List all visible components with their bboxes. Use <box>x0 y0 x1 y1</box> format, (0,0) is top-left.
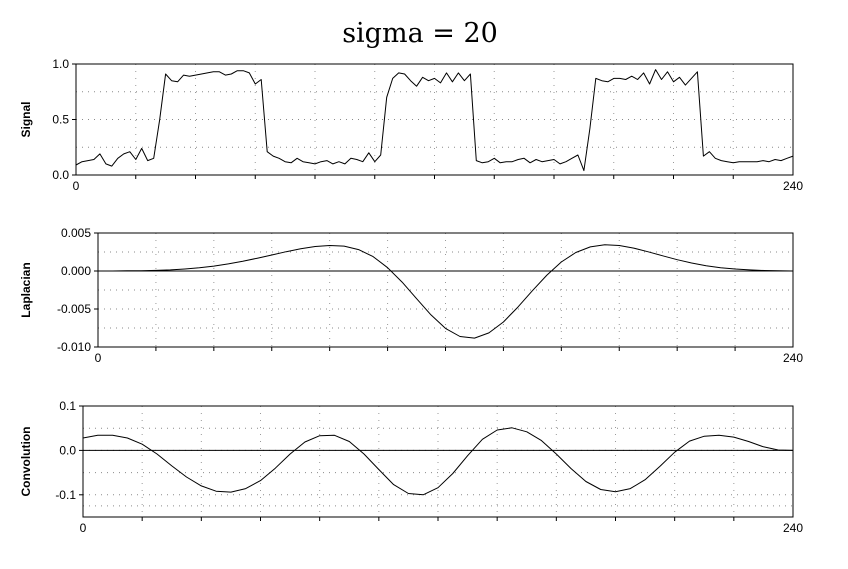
y-tick-label: 0.0 <box>59 443 76 457</box>
panel-convolution: 0.1 0.0 -0.1 0 240 Convolution <box>19 399 803 535</box>
y-axis-label: Laplacian <box>19 262 33 317</box>
y-axis-label: Convolution <box>19 427 33 497</box>
y-tick-label: 0.5 <box>52 113 69 127</box>
x-tick-label: 0 <box>95 351 102 365</box>
y-tick-label: 0.000 <box>61 264 91 278</box>
y-tick-label: -0.1 <box>55 488 76 502</box>
y-tick-label: 1.0 <box>52 57 69 71</box>
panel-laplacian: 0.005 0.000 -0.005 -0.010 0 240 Laplacian <box>19 226 803 365</box>
series-line <box>82 427 794 496</box>
x-tick-label: 240 <box>783 179 803 193</box>
y-tick-label: 0.005 <box>61 226 91 240</box>
x-tick-label: 0 <box>80 521 87 535</box>
y-tick-label: 0.1 <box>59 399 76 413</box>
y-axis-label: Signal <box>19 101 33 137</box>
plot-frame <box>82 405 794 518</box>
series-line <box>75 69 794 172</box>
series-line <box>98 244 794 339</box>
chart-title: sigma = 20 <box>342 18 498 49</box>
x-tick-label: 240 <box>783 521 803 535</box>
y-tick-label: -0.005 <box>57 302 91 316</box>
x-tick-label: 0 <box>73 179 80 193</box>
y-tick-label: 0.0 <box>52 168 69 182</box>
panels: 1.00.50.00 240Signal0.0050.000-0.005-0.01… <box>19 57 803 535</box>
plot-frame <box>75 63 794 176</box>
y-tick-label: -0.010 <box>57 340 91 354</box>
x-tick-label: 240 <box>783 351 803 365</box>
panel-signal: 1.0 0.5 0.0 0 240 Signal <box>19 57 803 193</box>
